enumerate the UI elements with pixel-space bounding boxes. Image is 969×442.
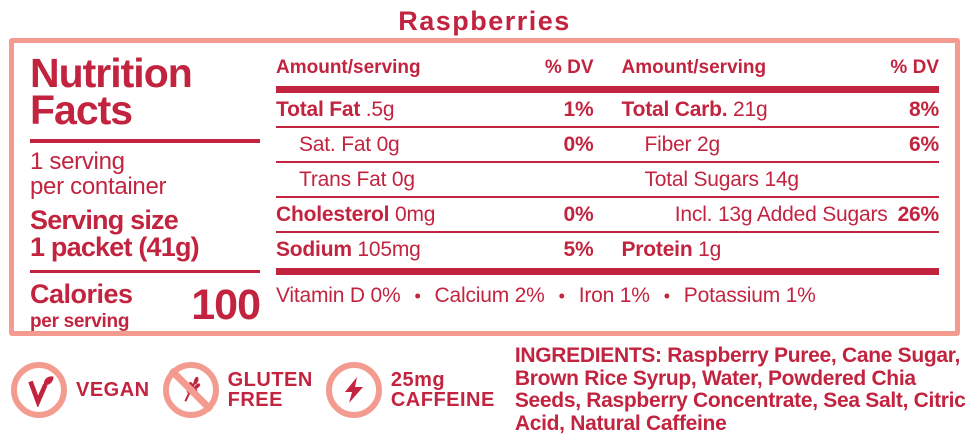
bottom-strip: VEGAN GLUTEN FREE (0, 344, 969, 436)
product-title: Raspberries (398, 6, 571, 36)
calories-row: Calories per serving 100 (30, 279, 261, 333)
nutrient-dv: 0% (563, 203, 594, 226)
caffeine-label-line-2: CAFFEINE (390, 389, 495, 411)
nutrient-dv: 5% (563, 238, 594, 261)
table-row-sat-fat-fiber: Sat. Fat 0g 0% Fiber 2g 6% (276, 128, 939, 163)
facts-column: Nutrition Facts 1 serving per container … (30, 50, 261, 332)
divider (30, 269, 260, 273)
nutrient-name: Total Sugars 14g (644, 168, 800, 191)
iron-value: Iron 1% (578, 284, 650, 307)
caffeine-badge: 25mg CAFFEINE (325, 362, 495, 418)
table-header-right: Amount/serving % DV (622, 57, 940, 79)
cell-added-sugars: Incl. 13g Added Sugars 26% (622, 203, 940, 227)
ingredients-label: INGREDIENTS: (514, 344, 662, 367)
lightning-bolt-icon (344, 377, 363, 403)
caffeine-label: 25mg CAFFEINE (390, 368, 495, 411)
bullet-separator: • (663, 286, 670, 306)
nutrient-name: Cholesterol 0mg (276, 203, 436, 226)
caffeine-icon (325, 362, 382, 418)
diet-badges: VEGAN GLUTEN FREE (11, 355, 495, 425)
gluten-free-badge: GLUTEN FREE (162, 362, 313, 418)
cell-fiber: Fiber 2g 6% (622, 133, 940, 157)
vegan-v-leaf-icon (28, 376, 54, 407)
amount-per-serving-header: Amount/serving (276, 57, 421, 78)
servings-per-container: 1 serving per container (30, 147, 260, 200)
cell-trans-fat: Trans Fat 0g (276, 168, 594, 192)
calories-words: Calories per serving (30, 279, 191, 333)
gluten-free-icon (162, 362, 219, 418)
nutrition-facts-panel: Nutrition Facts 1 serving per container … (9, 38, 960, 336)
nutrient-name: Protein 1g (621, 238, 722, 261)
caffeine-label-line-1: 25mg (390, 368, 446, 391)
ingredients-list: Raspberry Puree, Cane Sugar, Brown Rice … (514, 344, 966, 436)
cell-total-carb: Total Carb. 21g 8% (622, 98, 940, 122)
nutrient-name: Sat. Fat 0g (299, 133, 400, 156)
amount-per-serving-header: Amount/serving (621, 57, 767, 78)
nutrient-dv: 6% (909, 133, 939, 156)
nutrient-dv: 1% (563, 98, 594, 121)
vegan-label: VEGAN (76, 378, 150, 401)
nutrient-name: Total Carb. 21g (621, 98, 768, 121)
nutrient-name: Sodium 105mg (276, 238, 421, 261)
nutrient-table: Amount/serving % DV Amount/serving % DV … (276, 55, 939, 325)
nutrition-facts-heading: Nutrition Facts (30, 50, 260, 133)
cell-sodium: Sodium 105mg 5% (276, 238, 594, 262)
bullet-separator: • (558, 286, 565, 306)
gluten-free-label: GLUTEN FREE (227, 368, 313, 411)
vegan-icon (11, 362, 67, 418)
serving-size: Serving size 1 packet (41g) (30, 204, 260, 262)
thick-divider (276, 86, 939, 93)
calcium-value: Calcium 2% (434, 284, 545, 307)
vegan-badge: VEGAN (11, 362, 150, 418)
ingredients-paragraph: INGREDIENTS: Raspberry Puree, Cane Sugar… (514, 344, 969, 436)
gluten-free-label-line-2: FREE (227, 389, 283, 411)
calories-sublabel: per serving (30, 310, 130, 332)
table-row-cholesterol-added-sugars: Cholesterol 0mg 0% Incl. 13g Added Sugar… (276, 198, 939, 233)
gluten-free-label-line-1: GLUTEN (227, 368, 313, 391)
heading-line-2: Facts (30, 86, 133, 133)
bullet-separator: • (414, 286, 421, 306)
servings-line-2: per container (30, 172, 167, 200)
serving-size-value: 1 packet (41g) (30, 231, 200, 262)
nutrient-name: Incl. 13g Added Sugars (674, 203, 888, 226)
calories-value: 100 (191, 280, 261, 329)
calories-label: Calories (30, 278, 133, 309)
nutrient-dv: 8% (909, 98, 939, 121)
nutrient-name: Total Fat .5g (276, 98, 395, 121)
cell-total-sugars: Total Sugars 14g (622, 168, 940, 192)
cell-protein: Protein 1g (622, 238, 940, 262)
percent-dv-header: % DV (890, 57, 939, 78)
nutrient-dv: 26% (897, 203, 940, 226)
table-header: Amount/serving % DV Amount/serving % DV (276, 55, 939, 86)
cell-total-fat: Total Fat .5g 1% (276, 98, 594, 122)
heading-line-1: Nutrition (30, 50, 193, 96)
potassium-value: Potassium 1% (683, 284, 816, 307)
cell-cholesterol: Cholesterol 0mg 0% (276, 203, 594, 227)
cell-sat-fat: Sat. Fat 0g 0% (276, 133, 594, 157)
table-header-left: Amount/serving % DV (276, 57, 594, 79)
serving-size-label: Serving size (30, 204, 179, 235)
nutrient-dv: 0% (563, 133, 594, 156)
table-row-sodium-protein: Sodium 105mg 5% Protein 1g (276, 233, 939, 268)
table-row-total-fat-total-carb: Total Fat .5g 1% Total Carb. 21g 8% (276, 93, 939, 128)
vitamin-d-value: Vitamin D 0% (276, 284, 401, 307)
micronutrients-row: Vitamin D 0% • Calcium 2% • Iron 1% • Potassiu… (276, 275, 939, 308)
nutrient-name: Fiber 2g (644, 133, 721, 156)
table-row-trans-fat-total-sugars: Trans Fat 0g Total Sugars 14g (276, 163, 939, 198)
divider (30, 138, 260, 143)
percent-dv-header: % DV (544, 57, 594, 78)
thick-divider (276, 268, 939, 275)
nutrient-name: Trans Fat 0g (299, 168, 415, 191)
servings-line-1: 1 serving (30, 147, 125, 175)
